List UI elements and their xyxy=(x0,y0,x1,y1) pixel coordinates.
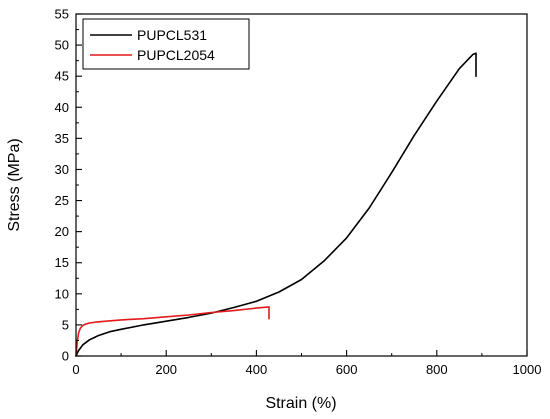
y-tick-label: 10 xyxy=(55,286,69,301)
legend-label-pupcl531: PUPCL531 xyxy=(137,27,207,43)
y-axis-title: Stress (MPa) xyxy=(6,138,23,231)
series-line-pupcl531 xyxy=(75,52,477,357)
y-tick-label: 30 xyxy=(55,162,69,177)
y-tick-label: 35 xyxy=(55,131,69,146)
x-tick-label: 1000 xyxy=(513,362,542,377)
y-tick-label: 40 xyxy=(55,100,69,115)
legend-box xyxy=(82,18,250,70)
x-tick-label: 800 xyxy=(426,362,448,377)
x-axis-title: Strain (%) xyxy=(265,395,336,412)
plot-series xyxy=(75,52,477,357)
y-tick-label: 45 xyxy=(55,69,69,84)
x-tick-label: 600 xyxy=(336,362,358,377)
y-tick-label: 20 xyxy=(55,224,69,239)
series-line-pupcl2054 xyxy=(75,306,270,357)
y-tick-label: 25 xyxy=(55,193,69,208)
x-tick-label: 400 xyxy=(246,362,268,377)
y-tick-label: 15 xyxy=(55,255,69,270)
x-tick-label: 200 xyxy=(155,362,177,377)
x-axis: 0 200 400 600 800 1000 xyxy=(72,350,541,377)
legend: PUPCL531 PUPCL2054 xyxy=(82,18,250,70)
x-tick-label: 0 xyxy=(72,362,79,377)
y-axis: 0 5 10 15 20 25 30 35 40 45 50 55 xyxy=(55,7,82,364)
y-tick-label: 5 xyxy=(62,317,69,332)
y-tick-label: 50 xyxy=(55,38,69,53)
y-tick-label: 0 xyxy=(62,349,69,364)
legend-label-pupcl2054: PUPCL2054 xyxy=(137,47,215,63)
y-tick-label: 55 xyxy=(55,7,69,22)
